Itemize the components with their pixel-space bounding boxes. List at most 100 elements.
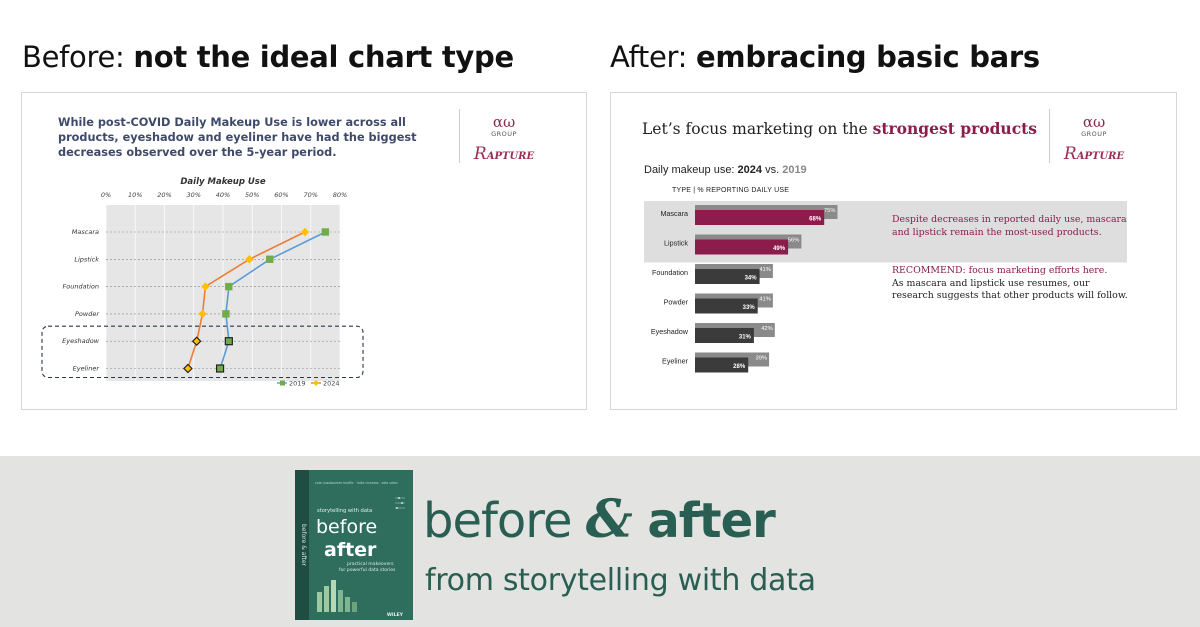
recommendation-label: RECOMMEND: focus marketing efforts here. <box>892 265 1108 276</box>
category-label: Foundation <box>652 268 688 277</box>
book-tagline-2: for powerful data stories <box>339 567 396 573</box>
data-point-2019 <box>321 228 330 236</box>
company-logo: αω GROUP RAPTURE <box>469 115 539 165</box>
after-title-highlight: strongest products <box>872 119 1038 138</box>
category-label: Powder <box>75 310 100 318</box>
category-label: Powder <box>664 298 689 307</box>
category-label: Eyeshadow <box>651 327 689 336</box>
bar-label-2019: 41% <box>759 267 771 273</box>
data-point-2024 <box>201 282 210 291</box>
book-title-before: before <box>316 516 377 538</box>
bar-label-2024: 33% <box>743 305 756 311</box>
x-tick-label: 70% <box>304 191 318 199</box>
category-label: Lipstick <box>664 239 688 248</box>
x-tick-label: 40% <box>216 191 230 199</box>
insight-note: Despite decreases in reported daily use,… <box>892 214 1127 238</box>
category-label: Eyeliner <box>73 365 101 373</box>
data-point-2024 <box>198 309 207 319</box>
rapture-cap: R <box>1063 144 1077 164</box>
rapture-wordmark: RAPTURE <box>1059 144 1129 164</box>
chart-title: Daily Makeup Use <box>180 177 265 187</box>
data-point-2019 <box>222 310 230 318</box>
data-point-2019 <box>224 337 233 346</box>
after-bar-chart: 75%68%Mascara56%49%Lipstick41%34%Foundat… <box>644 201 1127 373</box>
series-line-2024 <box>187 231 306 369</box>
bar-label-2024: 34% <box>745 276 758 282</box>
data-point-2019 <box>215 364 225 373</box>
highlight-box <box>41 325 364 379</box>
book-title-after: after <box>324 539 377 561</box>
bar-label-2019: 42% <box>761 326 773 332</box>
after-chart-headline: Let’s focus marketing on the strongest p… <box>642 119 1037 138</box>
logo-separator <box>459 109 460 163</box>
rapture-rest: APTURE <box>1076 151 1125 162</box>
brand-before: before <box>423 493 586 549</box>
subtitle-lead: Daily makeup use: <box>644 164 738 176</box>
logo-group-label: GROUP <box>491 130 517 138</box>
category-label: Lipstick <box>74 255 99 263</box>
book-tagline-1: practical makeovers <box>347 561 394 567</box>
category-label: Mascara <box>660 209 688 218</box>
brand-subtitle: from storytelling with data <box>425 563 816 598</box>
bar-2024 <box>695 210 825 225</box>
before-panel: While post-COVID Daily Makeup Use is low… <box>21 92 587 410</box>
book-spine-title: before & after <box>300 524 307 567</box>
category-label: Mascara <box>72 228 99 236</box>
legend-label: 2024 <box>323 380 340 388</box>
brand-after: after <box>631 493 775 549</box>
x-tick-label: 50% <box>245 191 259 199</box>
bar-label-2019: 41% <box>759 297 771 303</box>
before-line-chart: Daily Makeup Use 0% 10% 20% 30% 40% 50% 60% 70% 8… <box>41 177 364 388</box>
x-tick-label: 10% <box>128 191 142 199</box>
book-cover-image: before & after cole nussbaumer knaflic ·… <box>295 470 413 620</box>
bar-2024 <box>695 357 749 373</box>
bar-label-2019: 39% <box>755 356 767 362</box>
bar-label-2024: 31% <box>739 335 752 341</box>
before-heading-lead: Before: <box>22 40 134 74</box>
rapture-rest: APTURE <box>486 151 535 162</box>
before-heading-bold: not the ideal chart type <box>133 40 514 74</box>
after-heading-lead: After: <box>610 40 697 74</box>
x-tick-label: 80% <box>333 191 347 199</box>
rapture-wordmark: RAPTURE <box>469 144 539 164</box>
legend-marker-2019 <box>280 380 285 386</box>
category-label: Eyeliner <box>662 357 689 366</box>
rapture-cap: R <box>473 144 487 164</box>
data-point-2024 <box>245 255 254 264</box>
logo-group-label: GROUP <box>1081 130 1107 138</box>
company-logo: αω GROUP RAPTURE <box>1059 113 1129 165</box>
book-dot-chart <box>395 497 405 509</box>
subtitle-year-2019: 2019 <box>782 164 807 176</box>
data-point-2024 <box>183 363 193 374</box>
book-publisher: WILEY <box>387 612 404 618</box>
before-chart-headline: While post-COVID Daily Makeup Use is low… <box>58 116 417 159</box>
brand-ampersand: & <box>585 489 633 550</box>
promo-banner: before & after cole nussbaumer knaflic ·… <box>0 456 1200 627</box>
legend-marker-2024 <box>313 380 319 386</box>
after-title-lead: Let’s focus marketing on the <box>642 120 873 138</box>
x-tick-label: 30% <box>187 191 201 199</box>
after-panel: Let’s focus marketing on the strongest p… <box>610 92 1177 410</box>
data-point-2019 <box>225 282 233 291</box>
category-label: Eyeshadow <box>62 337 100 345</box>
bar-label-2024: 68% <box>809 217 822 223</box>
recommendation-body: As mascara and lipstick use resumes, our… <box>892 277 1128 302</box>
alpha-omega-logo-icon: αω <box>1082 113 1106 131</box>
x-tick-label: 20% <box>157 191 171 199</box>
data-point-2024 <box>300 227 310 237</box>
x-tick-label: 60% <box>274 191 288 199</box>
subtitle-year-2024: 2024 <box>737 164 763 176</box>
legend-label: 2019 <box>289 380 306 388</box>
recommendation-note: RECOMMEND: focus marketing efforts here.… <box>892 265 1132 303</box>
brand-title: before & after <box>423 489 776 550</box>
bar-label-2019: 75% <box>824 208 836 214</box>
book-authors: cole nussbaumer knaflic · mike cisneros … <box>315 481 398 485</box>
series-line-2019 <box>219 231 326 369</box>
bar-2024 <box>695 269 760 284</box>
book-spine <box>295 470 309 620</box>
type-column-header: TYPE | % REPORTING DAILY USE <box>672 187 790 194</box>
bar-2024 <box>695 328 754 343</box>
book-series: storytelling with data <box>317 508 372 514</box>
book-bar-graphic <box>317 580 357 612</box>
data-point-2024 <box>191 336 202 347</box>
